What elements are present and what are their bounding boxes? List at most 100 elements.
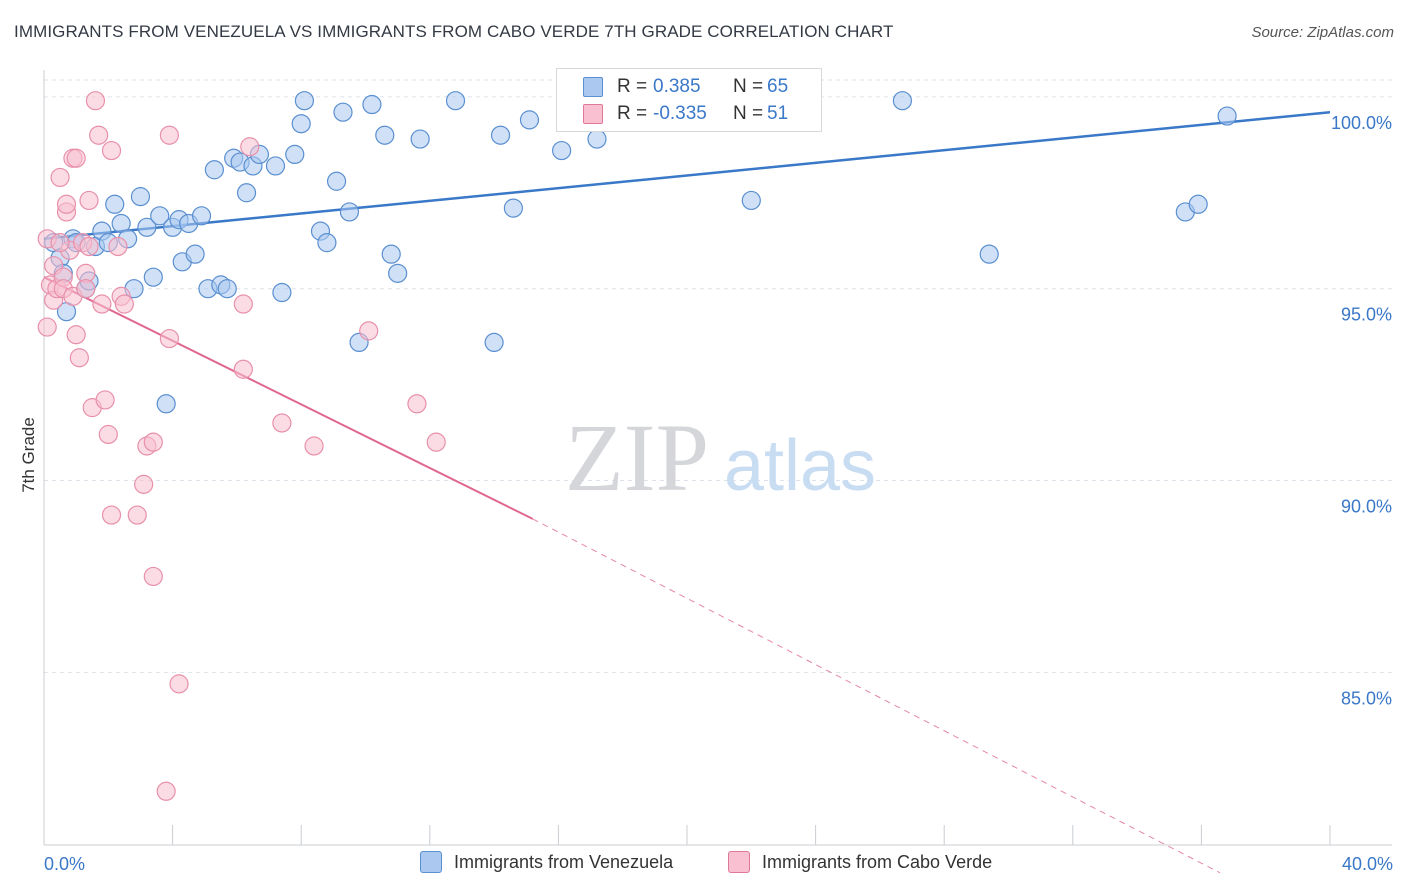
point-venezuela xyxy=(587,129,607,149)
axes xyxy=(43,70,1392,846)
point-cabo-verde xyxy=(66,148,86,168)
correlation-legend: R = 0.385 N = 65 R = -0.335 N = 51 xyxy=(556,68,822,132)
trend-line-cabo-verde xyxy=(43,276,534,520)
legend-swatch-venezuela xyxy=(583,77,603,97)
point-venezuela xyxy=(410,129,430,149)
point-cabo-verde xyxy=(127,505,147,525)
point-venezuela xyxy=(294,91,315,111)
point-venezuela xyxy=(265,156,286,176)
point-venezuela xyxy=(445,91,466,111)
point-venezuela xyxy=(979,244,999,264)
point-cabo-verde xyxy=(143,432,163,452)
bottom-legend-label-cabo-verde: Immigrants from Cabo Verde xyxy=(762,851,993,872)
point-cabo-verde xyxy=(37,317,57,337)
point-cabo-verde xyxy=(95,390,115,410)
point-cabo-verde xyxy=(134,474,154,494)
legend-r-value-cabo-verde: -0.335 xyxy=(653,103,707,124)
point-venezuela xyxy=(490,125,511,145)
point-venezuela xyxy=(519,110,540,130)
point-cabo-verde xyxy=(98,424,118,445)
point-venezuela xyxy=(272,282,292,303)
bottom-legend-swatch-cabo-verde xyxy=(728,851,750,873)
point-cabo-verde xyxy=(240,137,260,157)
legend-n-value-venezuela: 65 xyxy=(767,76,789,97)
point-cabo-verde xyxy=(407,394,427,414)
point-cabo-verde xyxy=(159,125,179,145)
point-cabo-verde xyxy=(66,325,86,345)
x-tick-label: 0.0% xyxy=(44,854,85,874)
point-venezuela xyxy=(362,94,382,115)
point-cabo-verde xyxy=(50,233,70,253)
legend-r-label: R = xyxy=(617,76,648,97)
point-cabo-verde xyxy=(156,781,176,801)
point-venezuela xyxy=(143,267,163,287)
point-venezuela xyxy=(137,217,157,237)
y-tick-label: 100.0% xyxy=(1331,113,1392,133)
chart-title: IMMIGRANTS FROM VENEZUELA VS IMMIGRANTS … xyxy=(14,22,894,41)
point-cabo-verde xyxy=(143,566,163,587)
point-cabo-verde xyxy=(169,674,189,694)
source-label: Source: ZipAtlas.com xyxy=(1251,24,1394,41)
point-cabo-verde xyxy=(233,359,253,379)
point-venezuela xyxy=(291,114,311,134)
y-tick-label: 90.0% xyxy=(1341,497,1392,517)
legend-swatch-cabo-verde xyxy=(583,104,603,124)
point-cabo-verde xyxy=(85,91,106,111)
point-cabo-verde xyxy=(114,294,134,314)
watermark-zip: ZIP xyxy=(565,404,709,511)
point-cabo-verde xyxy=(108,236,128,257)
legend-n-label: N = xyxy=(733,103,764,124)
point-venezuela xyxy=(741,190,761,211)
point-venezuela xyxy=(204,160,224,180)
point-cabo-verde xyxy=(56,194,77,214)
point-venezuela xyxy=(339,202,360,222)
point-cabo-verde xyxy=(426,432,446,452)
legend-row-venezuela: R = 0.385 N = 65 xyxy=(583,74,788,100)
point-venezuela xyxy=(552,140,572,161)
point-cabo-verde xyxy=(69,348,89,368)
legend-n-label: N = xyxy=(733,76,764,97)
point-venezuela xyxy=(1217,106,1237,126)
point-venezuela xyxy=(892,91,913,111)
legend-n-value-cabo-verde: 51 xyxy=(767,103,789,124)
point-venezuela xyxy=(388,263,408,283)
point-venezuela xyxy=(484,332,504,353)
point-venezuela xyxy=(217,279,237,299)
point-cabo-verde xyxy=(79,190,99,211)
x-tick-label: 40.0% xyxy=(1342,854,1393,874)
bottom-legend-cabo-verde: Immigrants from Cabo Verde xyxy=(728,851,992,873)
point-cabo-verde xyxy=(50,167,70,188)
watermark: ZIP atlas xyxy=(565,404,876,511)
tick-labels: 85.0% 90.0% 95.0% 100.0% 0.0% 40.0% xyxy=(44,113,1393,874)
point-cabo-verde xyxy=(359,321,379,341)
point-venezuela xyxy=(381,244,401,264)
trend-line-venezuela xyxy=(43,110,1331,241)
bottom-legend-venezuela: Immigrants from Venezuela xyxy=(420,851,673,873)
point-cabo-verde xyxy=(76,279,96,299)
point-cabo-verde xyxy=(272,413,292,433)
trend-line-cabo-verde-extension xyxy=(532,518,1221,874)
point-venezuela xyxy=(191,206,212,226)
legend-r-value-venezuela: 0.385 xyxy=(653,76,701,97)
point-cabo-verde xyxy=(92,294,112,314)
point-venezuela xyxy=(503,198,523,218)
bottom-legend-label-venezuela: Immigrants from Venezuela xyxy=(454,851,674,872)
y-axis-label: 7th Grade xyxy=(19,417,38,493)
legend-row-cabo-verde: R = -0.335 N = 51 xyxy=(583,101,788,127)
y-tick-label: 85.0% xyxy=(1341,688,1392,708)
point-venezuela xyxy=(1188,194,1208,214)
point-cabo-verde xyxy=(89,125,109,145)
y-tick-label: 95.0% xyxy=(1341,305,1392,325)
point-venezuela xyxy=(236,183,257,203)
point-venezuela xyxy=(285,144,305,165)
point-venezuela xyxy=(317,233,337,253)
point-venezuela xyxy=(185,244,205,264)
point-venezuela xyxy=(105,194,125,214)
point-venezuela xyxy=(333,102,353,122)
point-cabo-verde xyxy=(304,436,324,456)
data-points xyxy=(37,91,1237,801)
point-cabo-verde xyxy=(101,140,122,161)
legend-r-label: R = xyxy=(617,103,648,124)
trend-lines xyxy=(43,110,1331,874)
